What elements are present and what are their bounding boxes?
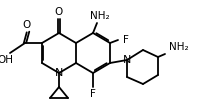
Text: F: F xyxy=(90,89,95,99)
Text: OH: OH xyxy=(0,55,13,65)
Text: O: O xyxy=(23,20,31,30)
Text: N: N xyxy=(55,68,63,78)
Text: N: N xyxy=(122,55,131,65)
Text: NH₂: NH₂ xyxy=(90,11,109,21)
Text: O: O xyxy=(55,7,63,17)
Text: NH₂: NH₂ xyxy=(168,42,188,52)
Text: F: F xyxy=(122,35,128,45)
